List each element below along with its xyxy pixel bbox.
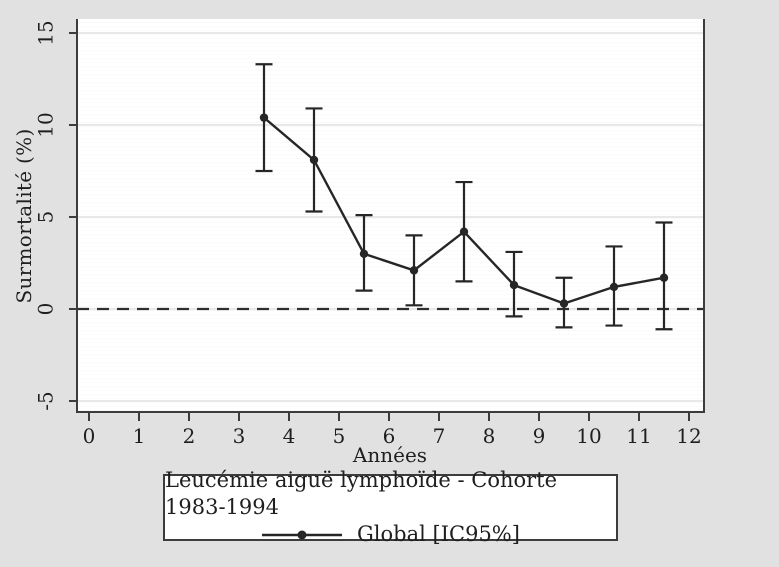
x-tick-label: 6 — [383, 424, 396, 448]
x-tick-label: 7 — [433, 424, 446, 448]
x-tick-label: 3 — [233, 424, 246, 448]
legend-entry: Global [IC95%] — [261, 521, 520, 548]
x-tick-label: 9 — [533, 424, 546, 448]
y-tick-label: 0 — [34, 303, 58, 316]
x-tick-label: 11 — [626, 424, 651, 448]
x-tick-label: 8 — [483, 424, 496, 448]
data-point — [409, 266, 419, 275]
x-tick-label: 0 — [83, 424, 96, 448]
legend-title: Leucémie aiguë lymphoïde - Cohorte 1983-… — [165, 468, 558, 519]
x-tick-label: 5 — [333, 424, 346, 448]
x-tick-label: 2 — [183, 424, 196, 448]
legend-box: Leucémie aiguë lymphoïde - Cohorte 1983-… — [163, 468, 618, 546]
data-point — [259, 113, 269, 122]
y-axis-title: Surmortalité (%) — [12, 128, 36, 304]
x-tick-label: 10 — [576, 424, 601, 448]
y-tick-label: -5 — [34, 391, 58, 410]
data-point — [359, 249, 369, 258]
x-tick-label: 12 — [676, 424, 701, 448]
data-point — [309, 155, 319, 165]
series-line-marker-sample — [261, 529, 343, 541]
y-tick-label: 10 — [34, 112, 58, 137]
legend-series-label: Global [IC95%] — [357, 522, 520, 546]
x-tick-label: 1 — [133, 424, 146, 448]
y-tick-label: 15 — [34, 20, 58, 45]
data-point — [509, 280, 519, 290]
x-tick-label: 4 — [283, 424, 296, 448]
data-point — [559, 299, 569, 308]
data-point — [609, 282, 619, 292]
data-point — [459, 227, 469, 236]
x-axis-title: Années — [352, 443, 428, 467]
plot-region-background — [77, 19, 704, 412]
data-point — [659, 273, 669, 282]
y-tick-label: 5 — [34, 211, 58, 224]
